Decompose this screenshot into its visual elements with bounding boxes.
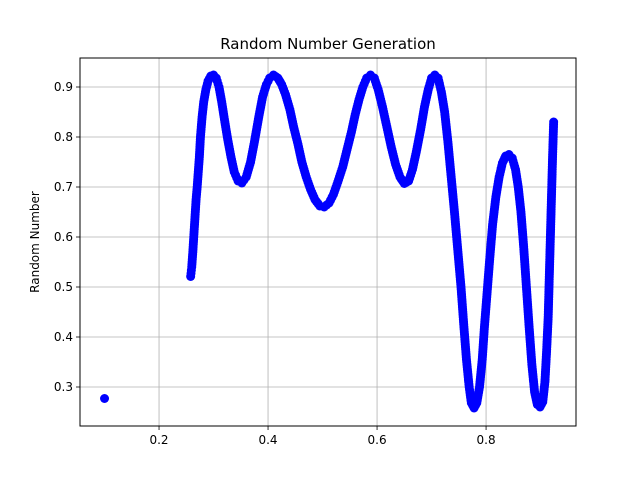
y-tick-label: 0.3 [54,380,73,394]
data-points [100,70,559,413]
x-tick-label: 0.4 [258,433,277,447]
chart-title: Random Number Generation [220,35,436,53]
y-tick-label: 0.8 [54,130,73,144]
y-tick-label: 0.6 [54,230,73,244]
x-tick-label: 0.8 [477,433,496,447]
data-point [100,394,110,403]
x-tick-label: 0.2 [149,433,168,447]
y-tick-label: 0.4 [54,330,73,344]
x-tick-label: 0.6 [368,433,387,447]
y-tick-label: 0.5 [54,280,73,294]
grid [80,58,576,426]
axis-ticks: 0.2 0.4 0.6 0.8 0.3 0.4 0.5 0.6 0.7 0.8 0.9 [54,80,496,447]
y-axis-label: Random Number [28,191,42,293]
plot-frame [79,57,577,427]
y-tick-label: 0.9 [54,80,73,94]
data-point [549,117,559,127]
y-tick-label: 0.7 [54,180,73,194]
